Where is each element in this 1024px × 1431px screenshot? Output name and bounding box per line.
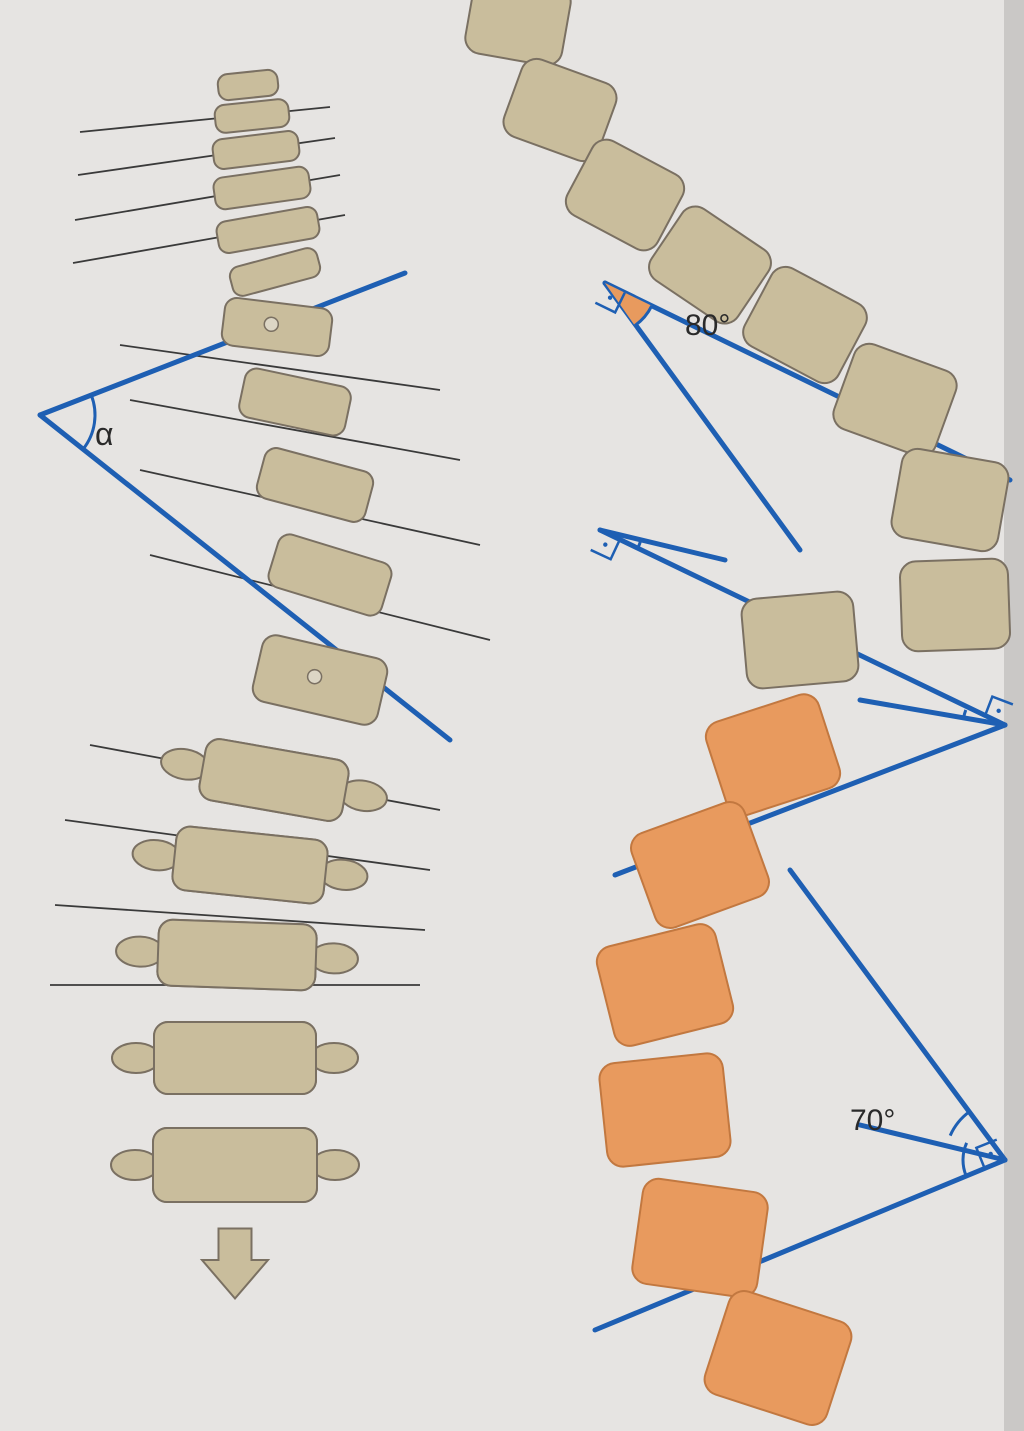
- thoracic-vertebra-7: [899, 558, 1010, 652]
- angle-80-label: 80°: [685, 309, 730, 342]
- thoracic-vertebra-6: [889, 446, 1011, 553]
- vertebra-0: [217, 69, 279, 101]
- cobb-angle-diagram: α 80° 70°: [0, 0, 1024, 1431]
- lumbar-vertebra-4: [630, 1177, 770, 1300]
- alpha-label: α: [95, 416, 114, 452]
- thoracic-vertebra-8: [740, 590, 859, 689]
- lumbar-vertebra-3: [598, 1052, 732, 1168]
- page-edge-right: [1004, 0, 1024, 1431]
- pedicle-marker: [263, 316, 279, 332]
- angle-70-label: 70°: [850, 1104, 895, 1137]
